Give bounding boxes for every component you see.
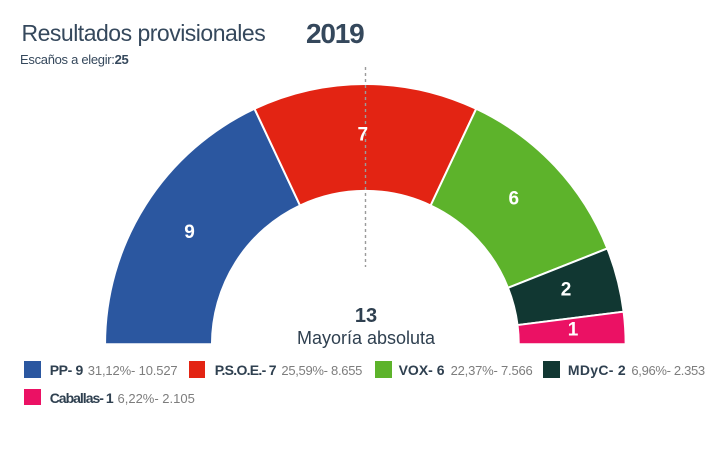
svg-text:2: 2 bbox=[561, 279, 572, 300]
svg-text:6: 6 bbox=[509, 188, 520, 209]
svg-text:7: 7 bbox=[358, 125, 369, 146]
svg-text:1: 1 bbox=[568, 320, 579, 341]
svg-text:9: 9 bbox=[184, 222, 195, 243]
